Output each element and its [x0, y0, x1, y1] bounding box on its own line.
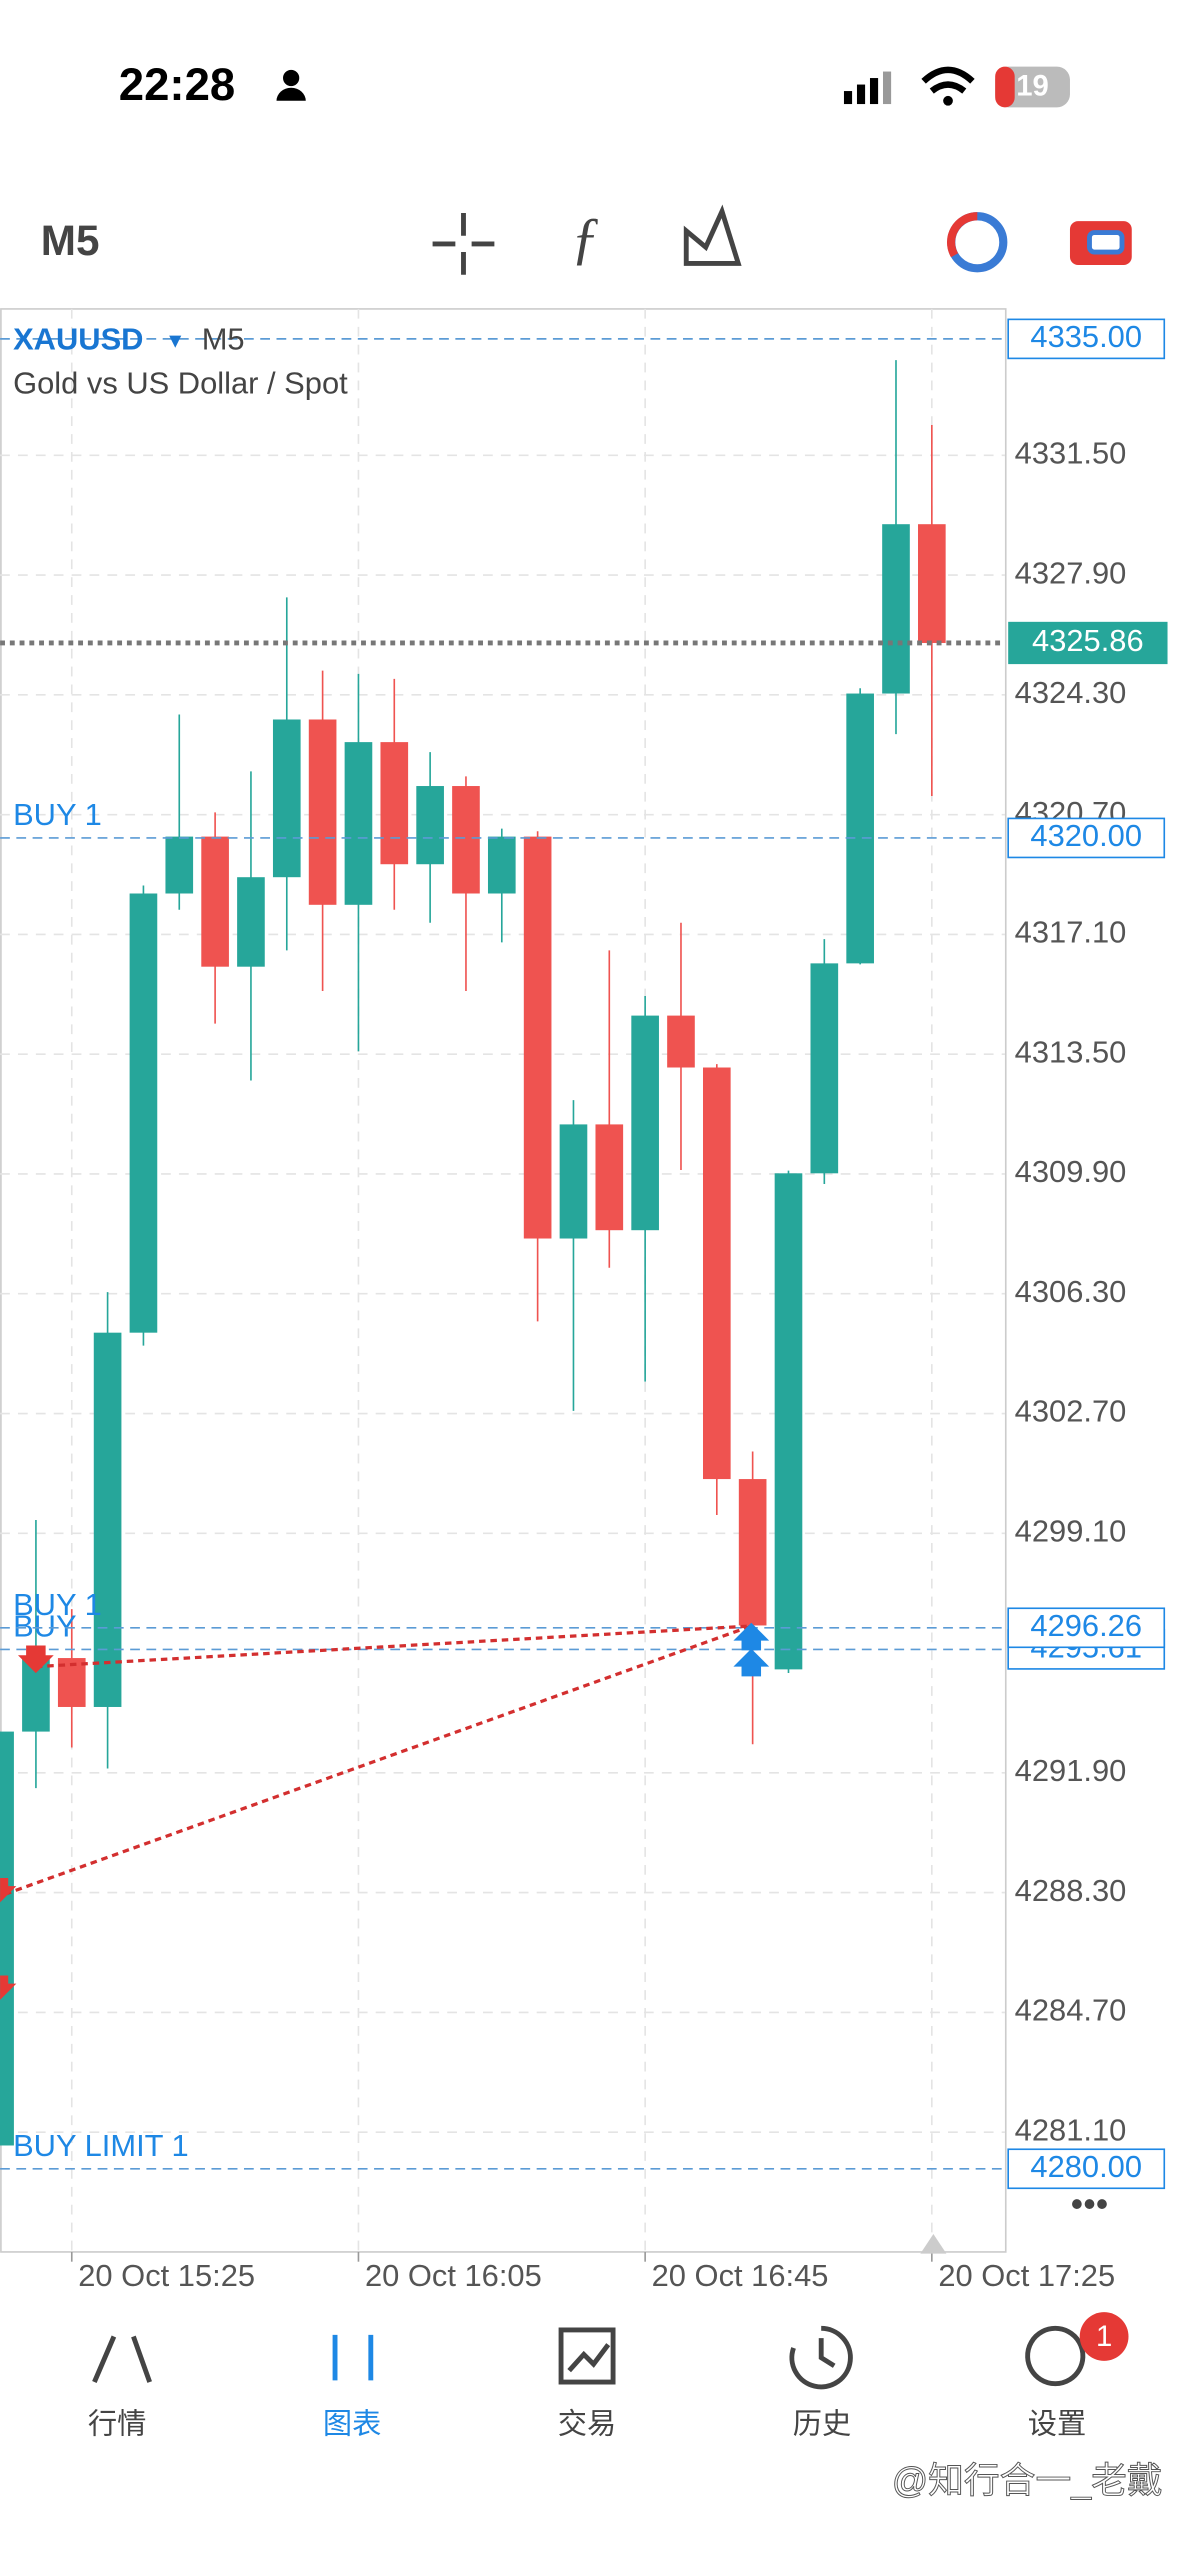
y-tick-label: 4327.90 — [1015, 555, 1127, 590]
level-price: 4335.00 — [1030, 319, 1142, 354]
candle-body — [846, 693, 874, 964]
candle-body — [93, 1332, 122, 1707]
candle-body — [738, 1479, 767, 1626]
candle-body — [595, 1124, 624, 1231]
crosshair-button[interactable] — [432, 213, 495, 275]
tab-label[interactable]: 交易 — [558, 2408, 617, 2441]
level-price: 4296.26 — [1030, 1608, 1142, 1643]
y-tick-label: 4299.10 — [1015, 1513, 1127, 1548]
candle-body — [380, 742, 409, 865]
tab-label[interactable]: 行情 — [88, 2408, 146, 2441]
x-tick-label: 20 Oct 16:45 — [652, 2258, 829, 2293]
signal-icon — [843, 71, 892, 105]
symbol[interactable]: XAUUSD — [13, 322, 143, 357]
symbol-description: Gold vs US Dollar / Spot — [13, 366, 348, 401]
candle-body — [774, 1173, 803, 1670]
scroll-marker — [920, 2234, 947, 2254]
y-tick-label: 4284.70 — [1015, 1993, 1127, 2028]
candle-body — [487, 836, 516, 894]
y-tick-label: 4302.70 — [1015, 1394, 1127, 1429]
tab-label[interactable]: 历史 — [793, 2408, 852, 2441]
candle-body — [344, 742, 373, 905]
chart-frame — [0, 308, 1007, 2253]
order-label: BUY 1 — [13, 1587, 102, 1622]
y-tick-label: 4291.90 — [1015, 1753, 1127, 1788]
account-button — [1087, 230, 1125, 255]
level-price: 4280.00 — [1030, 2149, 1142, 2184]
candle-body — [667, 1015, 695, 1068]
trade-markers — [0, 1622, 770, 2000]
chart-timeframe: M5 — [202, 322, 245, 357]
badge — [1079, 2312, 1129, 2361]
tab-icon — [92, 2335, 152, 2383]
candle-body — [272, 719, 301, 878]
battery-level — [995, 66, 1015, 108]
badge-count: 1 — [1096, 2321, 1112, 2353]
candle-body — [308, 719, 337, 905]
candle-body — [559, 1124, 588, 1239]
level-box — [1007, 318, 1166, 360]
level-price: 4320.00 — [1030, 818, 1142, 853]
tab-icon — [789, 2325, 853, 2390]
wifi-icon — [921, 66, 975, 94]
y-tick-label: 4313.50 — [1015, 1034, 1127, 1069]
candle-body — [631, 1015, 659, 1231]
tab-label[interactable]: 图表 — [323, 2408, 382, 2441]
candle-body — [810, 963, 839, 1174]
candle-body — [129, 893, 158, 1333]
level-box — [1007, 2148, 1166, 2190]
tab-icon — [332, 2334, 374, 2381]
more-button[interactable]: ••• — [1071, 2184, 1109, 2224]
watermark: @知行合一_老戴 — [892, 2460, 1163, 2500]
x-tick-label: 20 Oct 15:25 — [78, 2258, 255, 2293]
candle-body — [452, 786, 480, 894]
y-tick-label: 4281.10 — [1015, 2112, 1127, 2147]
level-box — [1007, 817, 1166, 859]
candle-body — [0, 1731, 14, 2146]
y-tick-label: 4309.90 — [1015, 1154, 1127, 1189]
buy-arrow — [733, 1622, 770, 1677]
person-icon — [276, 87, 306, 101]
order-label: BUY — [13, 1608, 76, 1643]
candle-body — [523, 836, 552, 1239]
person-icon — [283, 69, 300, 87]
tab-label[interactable]: 设置 — [1028, 2409, 1087, 2441]
timeframe-button[interactable]: M5 — [41, 217, 100, 264]
last-price-box — [1008, 621, 1168, 665]
battery-text: 19 — [1016, 71, 1049, 103]
indicator-button[interactable]: ƒ — [571, 205, 600, 270]
candle-body — [882, 524, 910, 694]
trade-button — [946, 212, 978, 258]
candle-body — [416, 786, 444, 865]
level-box — [1007, 1607, 1166, 1649]
tab-icon — [558, 2327, 616, 2385]
last-price: 4325.86 — [1032, 623, 1144, 658]
y-tick-label: 4288.30 — [1015, 1873, 1127, 1908]
candle-body — [201, 836, 229, 967]
x-tick-label: 20 Oct 16:05 — [365, 2258, 542, 2293]
clock: 22:28 — [119, 59, 235, 110]
y-tick-label: 4317.10 — [1015, 915, 1127, 950]
order-label: BUY LIMIT 1 — [13, 2128, 189, 2163]
x-tick-label: 20 Oct 17:25 — [938, 2258, 1115, 2293]
tab-icon — [1025, 2325, 1086, 2387]
candle-body — [702, 1067, 731, 1480]
wifi-icon — [943, 95, 953, 106]
objects-button[interactable] — [683, 204, 742, 266]
y-tick-label: 4324.30 — [1015, 675, 1127, 710]
candle-body — [237, 877, 265, 967]
symbol-dropdown[interactable]: ▾ — [169, 327, 182, 354]
candle-body — [165, 836, 194, 894]
candle-body — [918, 524, 946, 643]
trade-link — [4, 1624, 752, 1896]
y-tick-label: 4306.30 — [1015, 1274, 1127, 1309]
y-tick-label: 4331.50 — [1015, 435, 1127, 470]
sell-arrow — [17, 1645, 54, 1674]
order-label: BUY 1 — [13, 797, 102, 832]
